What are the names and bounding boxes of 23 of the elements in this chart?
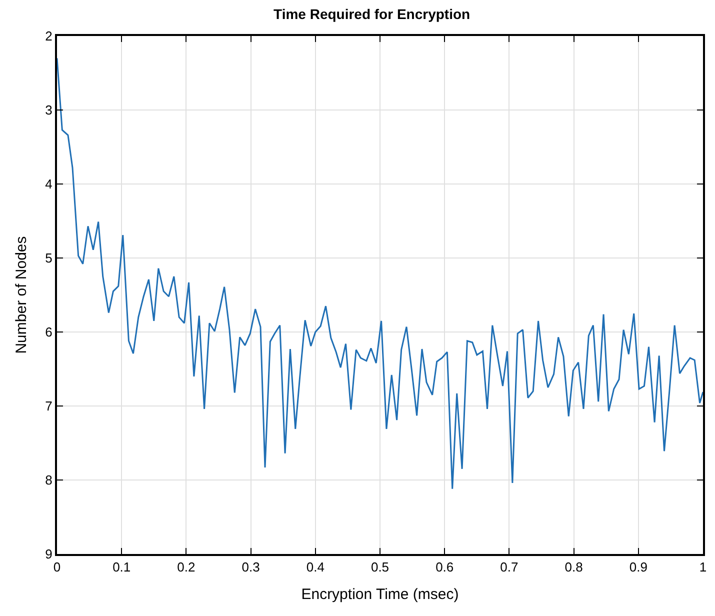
y-tick-label: 2 [45, 28, 52, 44]
y-tick-label: 6 [45, 324, 52, 340]
x-tick-label: 0.7 [500, 560, 518, 575]
line-series [57, 57, 703, 490]
y-tick-label: 4 [45, 176, 52, 192]
y-tick-label: 9 [45, 546, 52, 562]
x-tick-label: 0.1 [112, 560, 131, 575]
x-tick-label: 0.4 [306, 560, 324, 575]
chart-title: Time Required for Encryption [274, 6, 470, 22]
x-axis-title: Encryption Time (msec) [301, 586, 459, 604]
y-tick-label: 5 [45, 250, 52, 266]
x-tick-label: 0.9 [629, 560, 648, 575]
y-tick-label: 8 [45, 472, 52, 488]
y-axis-title: Number of Nodes [12, 236, 30, 354]
x-tick-label: 1 [699, 560, 707, 575]
x-tick-label: 0.5 [370, 560, 390, 575]
x-tick-label: 0.3 [242, 560, 260, 575]
x-tick-label: 0 [53, 560, 61, 575]
x-tick-label: 0.8 [564, 560, 583, 575]
y-tick-label: 7 [45, 398, 52, 414]
x-tick-label: 0.2 [177, 560, 196, 575]
y-tick-label: 3 [45, 102, 52, 118]
x-tick-label: 0.6 [436, 560, 454, 575]
